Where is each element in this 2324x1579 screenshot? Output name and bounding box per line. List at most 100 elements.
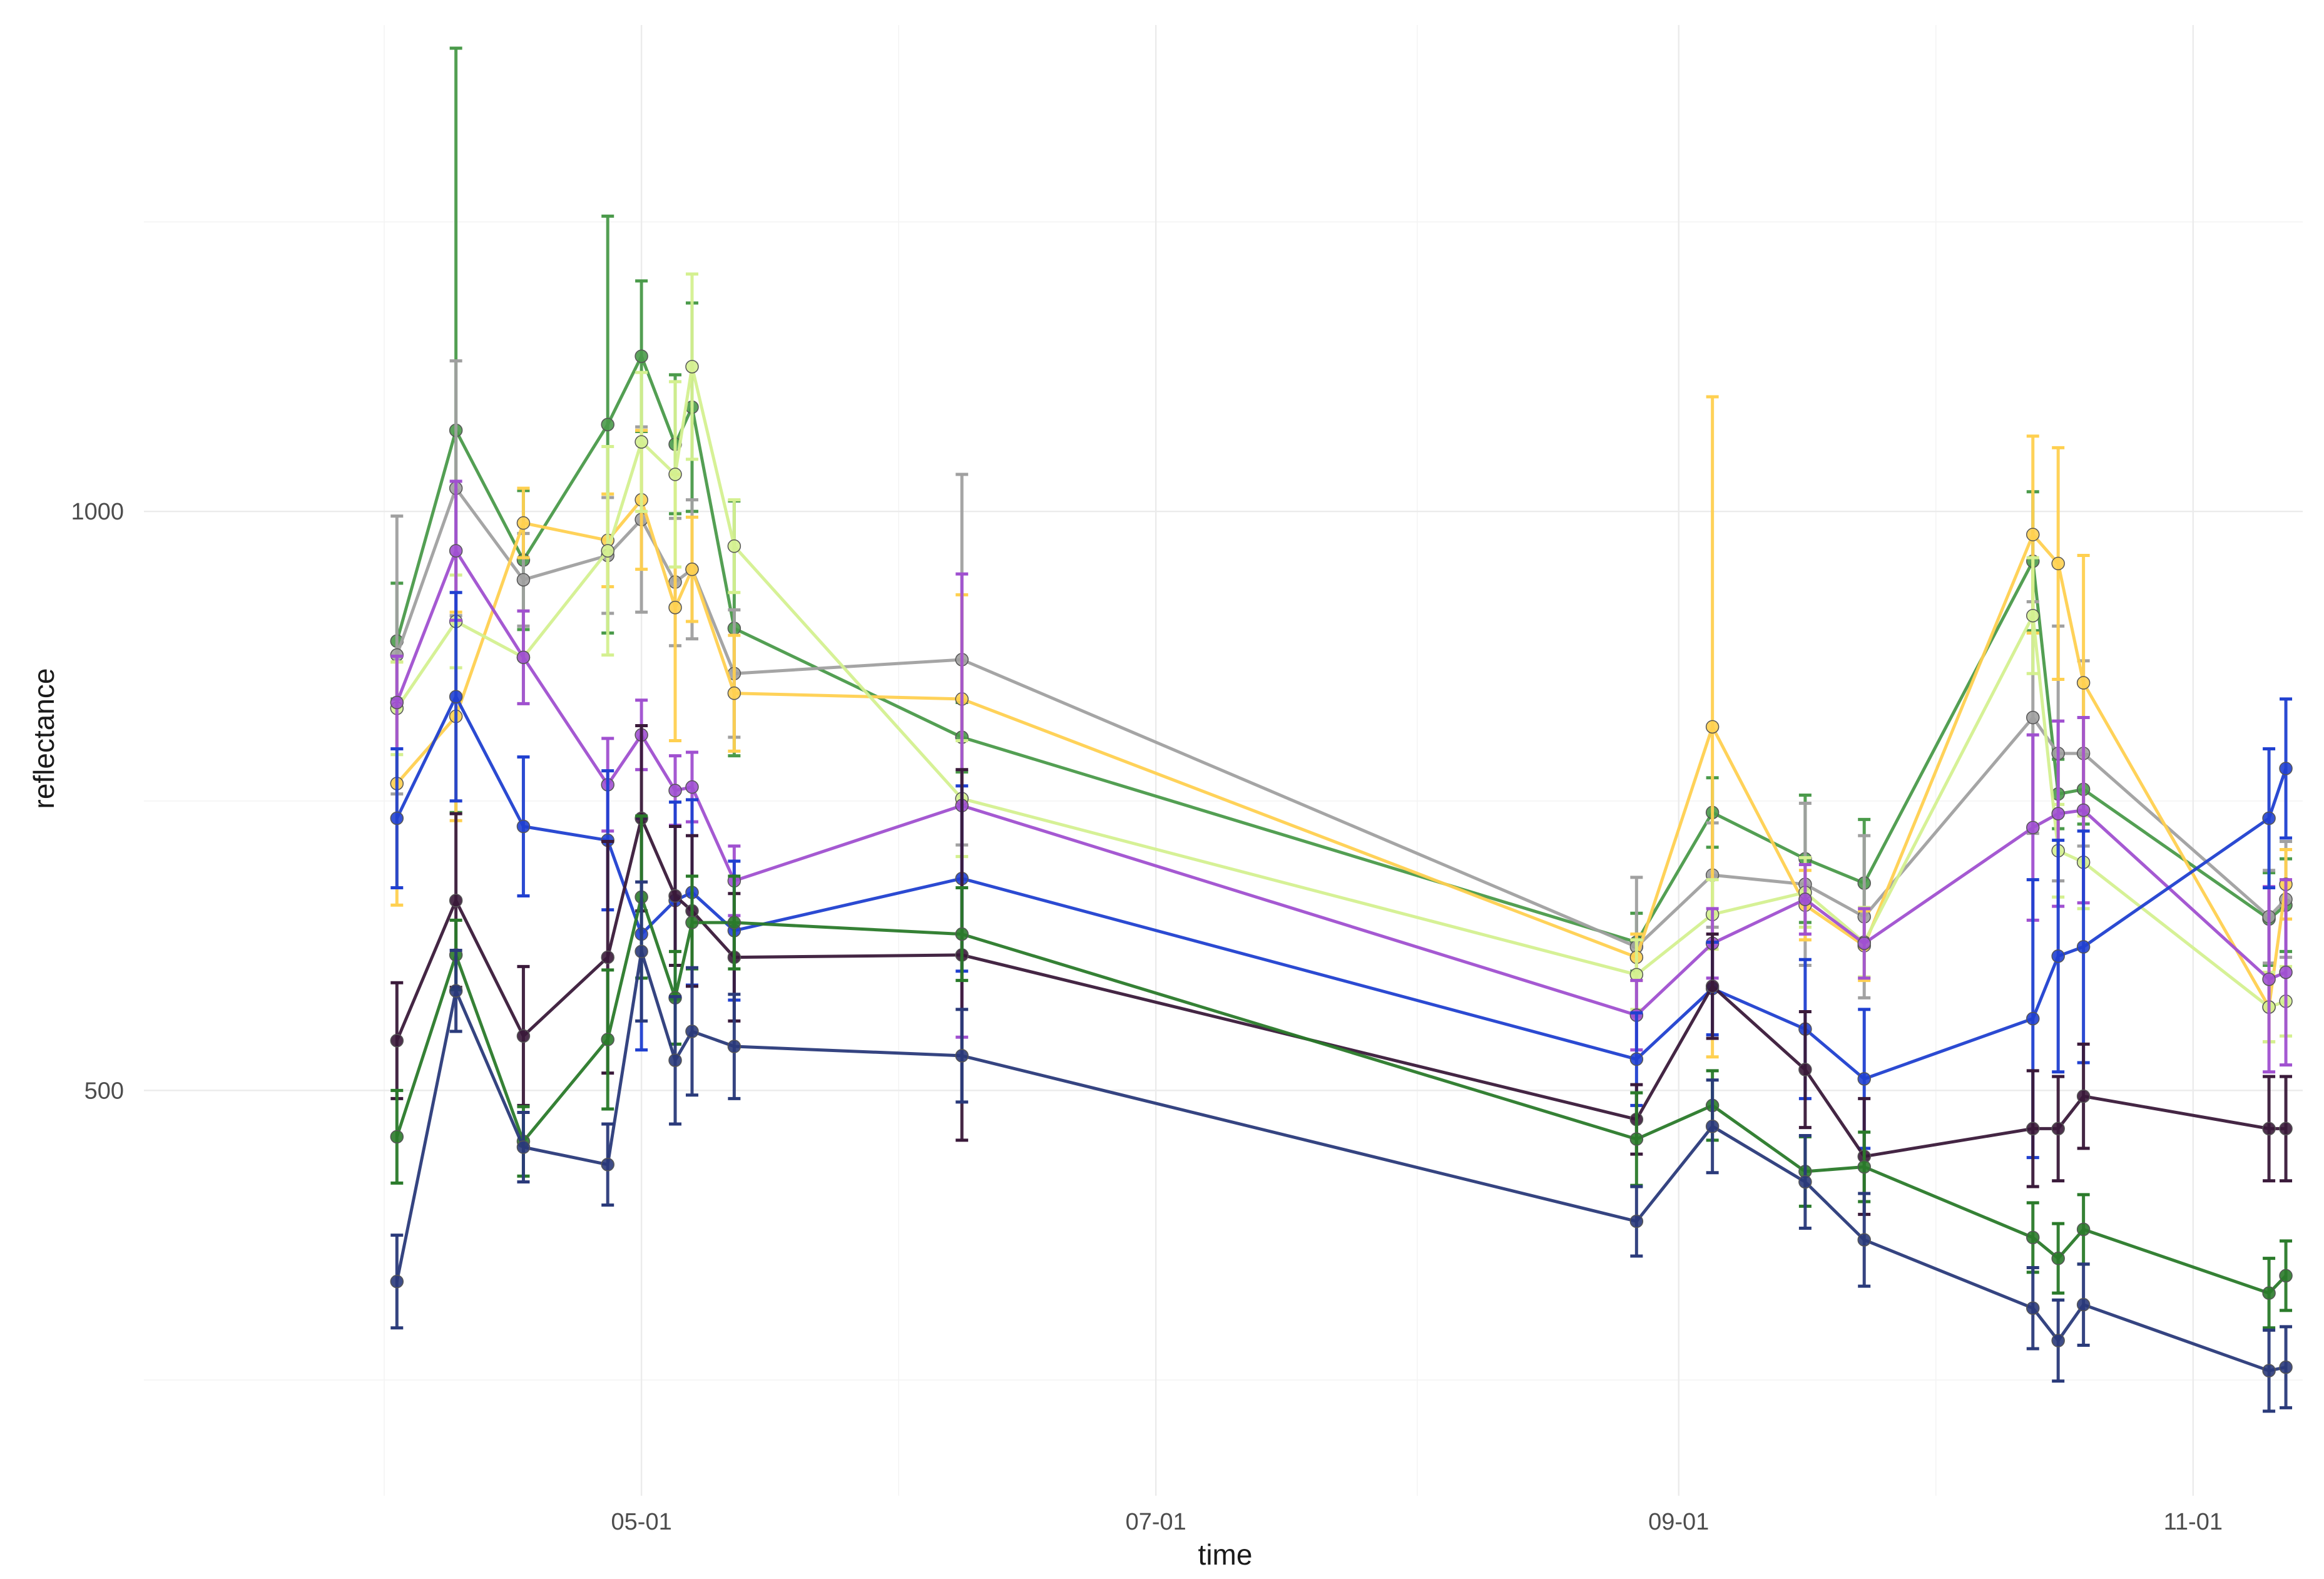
data-point: [668, 600, 682, 615]
data-point: [2279, 1360, 2293, 1374]
data-point: [2262, 1286, 2276, 1300]
data-point: [727, 539, 742, 553]
x-tick-labels: 05-01 07-01 09-01 11-01: [611, 1509, 2223, 1535]
data-point: [2076, 940, 2091, 954]
data-point: [516, 573, 531, 587]
data-point: [727, 686, 742, 700]
x-axis-title: time: [1198, 1538, 1253, 1571]
data-point: [2026, 1301, 2040, 1315]
data-point: [1629, 1132, 1644, 1146]
data-point: [1705, 720, 1720, 734]
data-point: [2076, 1222, 2091, 1237]
data-point: [668, 889, 682, 903]
data-point: [390, 811, 404, 825]
data-point: [1705, 1119, 1720, 1133]
data-point: [2076, 1089, 2091, 1103]
data-point: [2026, 710, 2040, 725]
data-point: [2262, 1364, 2276, 1377]
data-point: [1857, 1233, 1871, 1247]
data-point: [2026, 1122, 2040, 1136]
data-point: [2051, 949, 2065, 963]
data-point: [2076, 1297, 2091, 1312]
data-point: [601, 417, 614, 432]
data-point: [1629, 1214, 1644, 1229]
data-point: [1857, 936, 1871, 951]
data-point: [2026, 1230, 2040, 1245]
data-point: [2051, 807, 2065, 820]
data-point: [449, 690, 463, 703]
y-tick-label: 500: [84, 1078, 124, 1104]
data-point: [601, 950, 614, 964]
data-point: [685, 1025, 699, 1038]
y-tick-labels: 500 1000: [71, 499, 124, 1104]
series-line: [395, 498, 2288, 1009]
data-point: [516, 1140, 531, 1154]
grid-major: [144, 25, 2303, 1496]
data-point: [635, 944, 648, 959]
x-tick-label: 11-01: [2164, 1509, 2223, 1535]
data-point: [2279, 762, 2293, 775]
data-point: [2262, 1122, 2276, 1136]
data-point: [390, 695, 404, 710]
data-point: [2279, 965, 2293, 979]
data-point: [2076, 676, 2091, 690]
series-series-9: [390, 880, 2293, 1413]
data-point: [2026, 608, 2040, 623]
data-point: [685, 780, 699, 794]
data-point: [685, 360, 699, 374]
data-point: [1798, 892, 1812, 906]
data-point: [955, 1049, 969, 1063]
data-point: [1857, 1160, 1871, 1174]
data-point: [685, 916, 699, 929]
x-tick-label: 07-01: [1126, 1509, 1186, 1535]
data-point: [601, 1158, 614, 1172]
data-point: [2279, 1122, 2293, 1136]
data-point: [390, 1034, 404, 1048]
data-point: [516, 650, 531, 665]
data-point: [727, 1040, 742, 1053]
data-point: [449, 544, 463, 558]
data-point: [1857, 1072, 1871, 1086]
data-point: [601, 544, 614, 558]
x-tick-label: 05-01: [611, 1509, 672, 1535]
data-point: [955, 927, 969, 941]
data-point: [1798, 1175, 1812, 1189]
data-point: [449, 894, 463, 907]
data-point: [2279, 1269, 2293, 1283]
data-point: [449, 984, 463, 998]
data-point: [601, 1033, 614, 1046]
data-point: [2051, 1251, 2065, 1265]
data-point: [635, 349, 648, 363]
data-point: [2051, 556, 2065, 571]
data-point: [2026, 820, 2040, 835]
y-axis-title: reflectance: [28, 668, 60, 809]
grid-minor: [144, 25, 2303, 1496]
data-point: [1798, 1063, 1812, 1076]
data-point: [390, 1274, 404, 1289]
data-point: [1629, 1052, 1644, 1066]
data-point: [516, 819, 531, 834]
x-tick-label: 09-01: [1648, 1509, 1709, 1535]
data-point: [727, 916, 742, 929]
data-point: [2262, 811, 2276, 825]
data-point: [1705, 979, 1720, 993]
data-point: [668, 784, 682, 797]
data-point: [2262, 972, 2276, 986]
data-point: [668, 1053, 682, 1068]
data-point: [2076, 803, 2091, 817]
data-point: [390, 1130, 404, 1144]
data-point: [516, 1029, 531, 1043]
data-point: [2051, 1122, 2065, 1136]
series-line: [395, 817, 2286, 1158]
series-layer: [390, 46, 2293, 1413]
data-point: [685, 562, 699, 576]
data-point: [668, 468, 682, 481]
series-line: [395, 895, 2287, 1295]
series-line: [395, 365, 2286, 1009]
data-point: [2051, 1334, 2065, 1347]
series-line: [395, 949, 2286, 1372]
y-tick-label: 1000: [71, 499, 124, 525]
data-point: [516, 516, 531, 530]
